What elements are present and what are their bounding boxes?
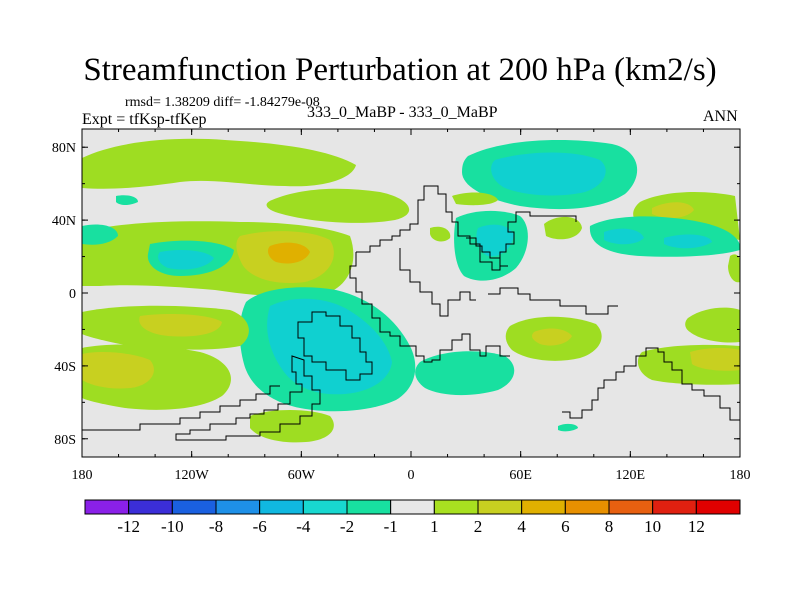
contour-region	[158, 250, 214, 270]
legend-swatch	[477, 499, 523, 515]
contour-region	[532, 328, 572, 346]
legend-label: 2	[474, 517, 483, 536]
legend-swatch	[695, 499, 741, 515]
legend-swatch	[390, 499, 435, 515]
legend-label: -10	[161, 517, 184, 536]
legend-label: -4	[296, 517, 311, 536]
contour-region	[415, 351, 515, 396]
x-tick-label: 60E	[509, 468, 532, 483]
stats-text: rmsd= 1.38209 diff= -1.84279e-08	[125, 95, 320, 110]
legend-swatch	[84, 499, 130, 515]
x-tick-label: 120E	[616, 468, 646, 483]
contour-region	[491, 152, 606, 196]
y-tick-label: 0	[69, 287, 76, 302]
contour-region	[82, 224, 118, 245]
legend-swatch	[564, 499, 610, 515]
legend-label: -6	[253, 517, 267, 536]
legend-swatch	[302, 499, 348, 515]
legend-swatch	[433, 499, 479, 515]
continent-outline	[82, 385, 280, 431]
legend-label: 8	[605, 517, 614, 536]
continent-outline	[399, 248, 476, 317]
legend-label: 6	[561, 517, 570, 536]
contour-region	[250, 410, 334, 443]
legend-swatch	[128, 499, 173, 515]
continent-outline	[562, 379, 610, 419]
legend-swatch	[346, 499, 392, 515]
continent-outlines	[82, 185, 740, 441]
contour-region	[82, 138, 356, 189]
legend-swatch	[652, 499, 697, 515]
contour-region	[728, 254, 740, 283]
y-tick-label: 80S	[54, 433, 76, 448]
contour-region	[544, 216, 582, 240]
experiment-label: Expt = tfKsp-tfKep	[82, 111, 207, 128]
y-tick-label: 40N	[52, 214, 76, 229]
contour-region	[139, 314, 222, 337]
legend-label: -8	[209, 517, 223, 536]
continent-outline	[356, 185, 577, 271]
y-tick-label: 40S	[54, 360, 76, 375]
chart-title: Streamfunction Perturbation at 200 hPa (…	[83, 52, 717, 88]
legend-swatch	[215, 499, 261, 515]
continent-outline	[610, 347, 740, 428]
continent-outline	[349, 252, 510, 363]
x-tick-label: 180	[72, 468, 93, 483]
contour-region	[685, 307, 740, 343]
contour-region	[558, 423, 578, 432]
contour-region	[690, 348, 740, 371]
legend-label: -2	[340, 517, 354, 536]
legend-label: 12	[688, 517, 705, 536]
season-label: ANN	[703, 108, 738, 125]
legend-label: -1	[384, 517, 398, 536]
legend-swatch	[171, 499, 217, 515]
contour-region	[430, 226, 451, 242]
legend-label: -12	[117, 517, 140, 536]
continent-outline	[488, 287, 618, 315]
contour-region	[664, 234, 712, 249]
contour-region	[604, 228, 644, 245]
contour-region	[589, 216, 740, 257]
legend-swatch	[521, 499, 566, 515]
contour-region	[266, 188, 410, 223]
continent-outline	[175, 355, 321, 441]
case-label: 333_0_MaBP - 333_0_MaBP	[307, 104, 498, 121]
x-tick-label: 0	[408, 468, 415, 483]
contour-field	[82, 138, 740, 443]
contour-region	[82, 352, 154, 389]
continent-outline	[297, 311, 373, 381]
contour-region	[452, 192, 498, 206]
x-tick-label: 60W	[288, 468, 316, 483]
contour-region	[652, 202, 694, 219]
legend-label: 1	[430, 517, 439, 536]
contour-region	[82, 256, 109, 281]
contour-region	[116, 195, 138, 205]
color-legend: -12 -10 -8 -6 -4 -2 -1 1 2 4 6 8 10 12	[84, 499, 741, 536]
legend-label: 10	[644, 517, 661, 536]
x-tick-label: 180	[730, 468, 751, 483]
legend-swatch	[608, 499, 654, 515]
x-tick-label: 120W	[175, 468, 210, 483]
contour-region	[268, 242, 310, 264]
legend-label: 4	[517, 517, 526, 536]
continent-outline	[466, 237, 508, 267]
y-tick-label: 80N	[52, 141, 76, 156]
legend-swatch	[259, 499, 304, 515]
axis-ticks: 180 120W 60W 0 60E 120E 180 80N 40N 0 40S 80S	[52, 129, 751, 483]
contour-region	[476, 224, 514, 257]
